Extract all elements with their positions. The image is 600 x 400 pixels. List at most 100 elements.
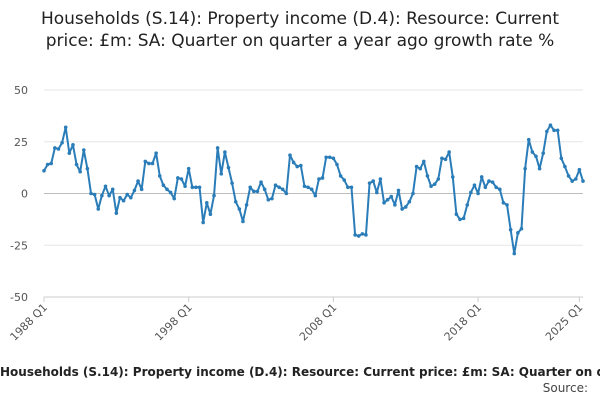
data-point <box>534 154 538 159</box>
x-tick-label: 2025 Q1 <box>543 301 586 344</box>
data-point <box>364 233 368 237</box>
data-point <box>270 196 274 201</box>
data-point <box>60 140 64 145</box>
data-point <box>67 151 72 155</box>
data-point <box>100 193 104 198</box>
data-point <box>309 187 314 192</box>
x-tick-label: 2008 Q1 <box>297 301 340 344</box>
data-point <box>432 182 437 186</box>
data-point <box>183 184 187 189</box>
data-point <box>179 177 184 181</box>
data-point <box>244 203 249 207</box>
data-point <box>313 193 318 198</box>
y-tick-label: -50 <box>10 291 28 304</box>
data-point <box>114 211 119 215</box>
data-point <box>516 231 520 235</box>
data-point <box>226 165 231 170</box>
data-point <box>259 180 263 184</box>
data-point <box>422 159 426 164</box>
data-point <box>56 147 61 151</box>
data-point <box>219 172 224 176</box>
data-point <box>204 201 209 205</box>
data-point <box>147 161 151 166</box>
chart-title: Households (S.14): Property income (D.4)… <box>40 9 560 51</box>
data-point <box>501 201 506 205</box>
data-point <box>494 185 498 190</box>
data-point <box>103 184 108 189</box>
data-point <box>125 192 129 197</box>
data-point <box>385 197 390 202</box>
data-point <box>443 157 448 162</box>
data-point <box>469 190 473 195</box>
data-point <box>454 212 459 216</box>
data-point <box>418 166 423 171</box>
data-point <box>541 151 546 155</box>
x-tick-label: 2018 Q1 <box>442 301 485 344</box>
data-point <box>233 199 238 204</box>
data-point <box>168 190 173 195</box>
data-point <box>241 219 245 224</box>
data-point <box>403 205 408 209</box>
data-point <box>331 156 336 161</box>
data-point <box>552 128 556 133</box>
data-point <box>563 164 567 169</box>
data-point <box>342 178 347 182</box>
data-point <box>483 185 488 190</box>
data-point <box>566 174 571 178</box>
data-point <box>545 129 549 134</box>
data-point <box>208 212 213 216</box>
data-point <box>71 143 75 147</box>
data-point <box>42 168 46 173</box>
series-points <box>42 123 585 256</box>
data-point <box>393 203 397 207</box>
data-point <box>512 251 517 256</box>
data-point <box>526 137 531 142</box>
data-point <box>284 191 289 196</box>
data-point <box>288 153 292 157</box>
data-point <box>407 199 412 204</box>
data-point <box>186 166 191 171</box>
data-point <box>96 207 101 211</box>
data-point <box>317 177 321 181</box>
series-line <box>43 124 584 255</box>
data-point <box>476 191 480 196</box>
data-point <box>215 146 220 150</box>
data-point <box>465 203 470 207</box>
data-point <box>519 226 524 231</box>
data-point <box>302 184 307 189</box>
data-point <box>360 232 365 236</box>
data-point <box>280 187 285 192</box>
data-point <box>570 179 574 183</box>
data-point <box>324 155 328 160</box>
data-point <box>396 188 401 193</box>
data-point <box>78 169 82 174</box>
data-point <box>425 174 430 178</box>
data-point <box>150 161 155 166</box>
data-point <box>201 220 205 225</box>
data-point <box>573 177 578 181</box>
data-point <box>436 177 441 181</box>
data-point <box>92 192 97 197</box>
data-point <box>327 155 332 160</box>
data-point <box>356 234 361 238</box>
data-point <box>273 183 278 188</box>
data-point <box>194 185 198 190</box>
data-point <box>498 187 502 192</box>
data-point <box>139 187 144 192</box>
data-point <box>212 193 216 198</box>
data-point <box>154 151 158 155</box>
data-point <box>85 166 90 171</box>
data-point <box>89 191 93 196</box>
data-point <box>320 176 325 180</box>
data-point <box>581 179 585 183</box>
data-point <box>118 195 122 200</box>
data-point <box>161 183 166 188</box>
data-point <box>132 188 137 193</box>
data-point <box>255 189 260 194</box>
y-tick-label: 0 <box>21 188 28 201</box>
data-point <box>230 181 234 185</box>
data-point <box>472 183 477 188</box>
data-point <box>165 187 169 192</box>
data-point <box>338 174 343 178</box>
